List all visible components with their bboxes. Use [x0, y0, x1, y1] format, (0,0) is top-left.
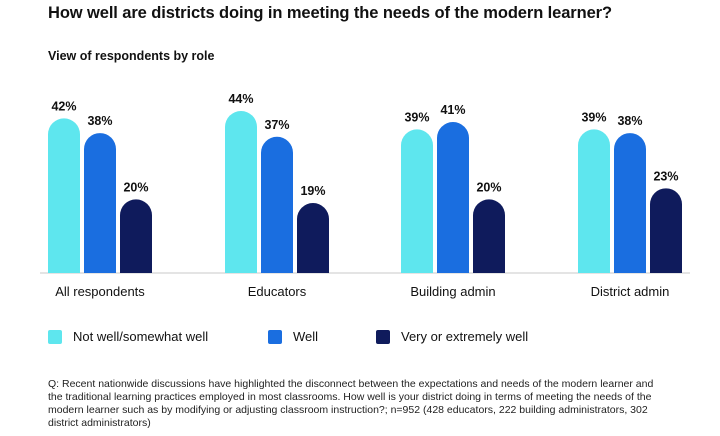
bar-all-respondents-well: [84, 133, 116, 273]
data-label-district-admin-well: 38%: [617, 114, 642, 128]
footnote: Q: Recent nationwide discussions have hi…: [48, 378, 654, 429]
legend-swatch-very-well: [376, 329, 390, 344]
category-label-building-admin: Building admin: [410, 284, 496, 299]
bar-all-respondents-very-or-extremely-well: [120, 199, 152, 273]
data-label-all-respondents-very-or-extremely-well: 20%: [123, 180, 148, 194]
data-label-educators-not-well-somewhat-well: 44%: [228, 92, 253, 106]
bar-building-admin-not-well-somewhat-well: [401, 129, 433, 273]
data-label-all-respondents-not-well-somewhat-well: 42%: [51, 99, 76, 113]
legend-swatch-well: [268, 329, 282, 344]
bar-chart: 42% 38% 20% 44% 37% 19% 39% 41% 20% 39% 38% 23%: [40, 92, 690, 274]
bar-educators-well: [261, 136, 293, 273]
data-label-educators-very-or-extremely-well: 19%: [300, 184, 325, 198]
data-label-all-respondents-well: 38%: [87, 114, 112, 128]
chart-subtitle: View of respondents by role: [48, 49, 215, 63]
data-label-district-admin-not-well-somewhat-well: 39%: [581, 110, 606, 124]
bar-educators-very-or-extremely-well: [297, 203, 329, 273]
bar-district-admin-not-well-somewhat-well: [578, 129, 610, 273]
data-label-district-admin-very-or-extremely-well: 23%: [653, 169, 678, 183]
category-label-all-respondents: All respondents: [55, 284, 145, 299]
legend-label-well: Well: [293, 329, 319, 344]
legend-swatch-not-well: [48, 329, 62, 344]
legend-item-very-well: Very or extremely well: [376, 329, 528, 344]
legend-item-well: Well: [268, 329, 318, 344]
legend-label-not-well: Not well/somewhat well: [73, 329, 209, 344]
chart-title: How well are districts doing in meeting …: [48, 4, 612, 22]
bar-building-admin-well: [437, 122, 469, 273]
category-label-educators: Educators: [247, 284, 307, 299]
bar-district-admin-well: [614, 133, 646, 273]
data-label-educators-well: 37%: [264, 118, 289, 132]
bar-district-admin-very-or-extremely-well: [650, 188, 682, 273]
bar-building-admin-very-or-extremely-well: [473, 199, 505, 273]
legend-item-not-well: Not well/somewhat well: [48, 329, 208, 344]
data-label-building-admin-well: 41%: [440, 103, 465, 117]
legend-label-very-well: Very or extremely well: [401, 329, 529, 344]
category-label-district-admin: District admin: [590, 284, 670, 299]
bar-educators-not-well-somewhat-well: [225, 111, 257, 273]
data-label-building-admin-not-well-somewhat-well: 39%: [404, 110, 429, 124]
bar-all-respondents-not-well-somewhat-well: [48, 118, 80, 273]
data-label-building-admin-very-or-extremely-well: 20%: [476, 180, 501, 194]
